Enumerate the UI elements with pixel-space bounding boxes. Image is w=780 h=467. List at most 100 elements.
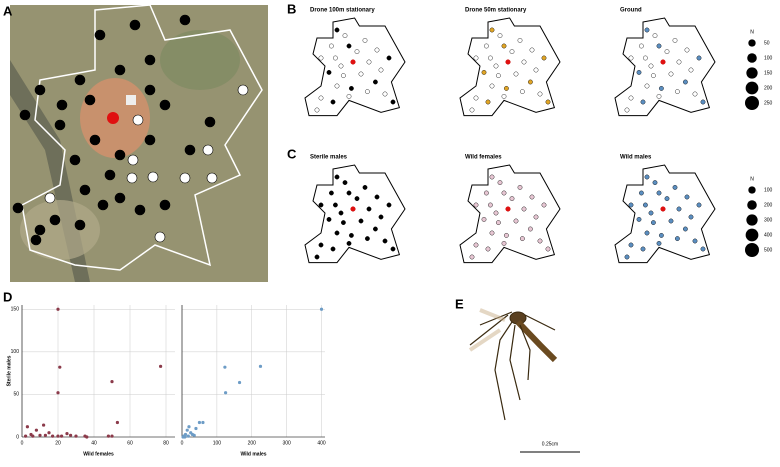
map-title: Sterile males bbox=[310, 155, 348, 161]
map-site bbox=[652, 33, 658, 38]
map-site bbox=[338, 63, 344, 69]
map-site bbox=[318, 95, 324, 101]
map-site bbox=[501, 190, 507, 196]
map-site bbox=[659, 232, 664, 238]
legend-size bbox=[746, 214, 758, 226]
x-tick-label: 60 bbox=[127, 440, 133, 446]
map-site bbox=[386, 55, 392, 61]
map-site bbox=[473, 202, 479, 208]
map-site bbox=[348, 232, 354, 238]
map-site bbox=[652, 180, 658, 186]
legend-value: 500 bbox=[764, 247, 773, 253]
trap-center bbox=[505, 59, 511, 65]
data-point bbox=[58, 365, 62, 369]
map-site bbox=[513, 218, 519, 224]
map-outline bbox=[614, 17, 716, 117]
site bbox=[49, 214, 61, 226]
data-point bbox=[56, 434, 60, 438]
site bbox=[159, 199, 171, 211]
map-site bbox=[497, 33, 503, 38]
data-point bbox=[25, 425, 29, 429]
legend-size bbox=[748, 39, 756, 47]
site bbox=[206, 172, 218, 184]
site bbox=[74, 74, 86, 86]
x-tick-label: 300 bbox=[282, 440, 291, 446]
x-axis-label: Wild females bbox=[83, 451, 114, 457]
site bbox=[237, 84, 249, 96]
legend-value: 200 bbox=[764, 202, 773, 208]
map-site bbox=[340, 220, 346, 226]
data-point bbox=[181, 435, 185, 439]
site bbox=[56, 99, 68, 111]
data-point bbox=[319, 307, 324, 311]
data-point bbox=[194, 426, 198, 431]
site bbox=[179, 172, 191, 184]
map-site bbox=[346, 43, 352, 49]
data-point bbox=[223, 365, 227, 369]
legend-value: 300 bbox=[764, 217, 773, 223]
map-site bbox=[326, 70, 332, 75]
map-site bbox=[346, 240, 352, 246]
map-site bbox=[659, 86, 664, 91]
trap-center bbox=[350, 59, 356, 65]
map-site bbox=[330, 99, 336, 105]
map-site bbox=[509, 196, 515, 202]
map-site bbox=[668, 71, 674, 77]
site bbox=[144, 134, 156, 146]
x-tick-label: 200 bbox=[248, 440, 257, 446]
map-title: Drone 100m stationary bbox=[310, 8, 375, 14]
map-site bbox=[318, 202, 324, 208]
map-site bbox=[656, 240, 662, 246]
panel-label: A bbox=[3, 3, 13, 18]
map-site bbox=[664, 49, 670, 54]
map-site bbox=[489, 230, 495, 236]
legend-title: N bbox=[750, 176, 754, 182]
map-site bbox=[628, 95, 634, 101]
map-outline bbox=[304, 164, 406, 264]
data-point bbox=[24, 434, 28, 438]
site bbox=[54, 119, 66, 131]
map-site bbox=[545, 246, 551, 252]
map-site bbox=[332, 202, 338, 208]
site bbox=[89, 134, 101, 146]
legend-size bbox=[745, 243, 759, 257]
map-site bbox=[529, 47, 535, 53]
map-site bbox=[517, 38, 523, 43]
map-site bbox=[684, 194, 690, 200]
map-site bbox=[503, 86, 509, 91]
map-site bbox=[328, 43, 334, 49]
site bbox=[34, 224, 46, 236]
site bbox=[30, 234, 42, 246]
site bbox=[44, 192, 56, 204]
site bbox=[144, 84, 156, 96]
site bbox=[34, 84, 46, 96]
x-tick-label: 20 bbox=[55, 440, 61, 446]
legend-size bbox=[745, 228, 759, 242]
data-point bbox=[187, 425, 191, 429]
map-site bbox=[640, 246, 646, 252]
y-axis-label: Sterile males bbox=[6, 355, 12, 386]
map-site bbox=[501, 43, 507, 49]
map-site bbox=[334, 27, 340, 33]
map-site bbox=[528, 79, 533, 85]
map-site bbox=[529, 194, 535, 200]
x-tick-label: 100 bbox=[213, 440, 222, 446]
legend-value: 200 bbox=[764, 85, 773, 91]
data-point bbox=[192, 433, 196, 437]
map-site bbox=[533, 67, 539, 73]
map-site bbox=[334, 83, 340, 89]
legend-value: 100 bbox=[764, 55, 773, 61]
site bbox=[184, 144, 196, 156]
site bbox=[19, 109, 31, 121]
map-site bbox=[541, 55, 547, 61]
data-point bbox=[74, 434, 78, 438]
site bbox=[114, 192, 126, 204]
data-point bbox=[31, 434, 35, 438]
map-site bbox=[664, 196, 670, 202]
map-site bbox=[528, 226, 533, 232]
x-tick-label: 40 bbox=[91, 440, 97, 446]
map-site bbox=[374, 194, 380, 200]
map-site bbox=[314, 107, 320, 113]
map-title: Ground bbox=[620, 8, 642, 14]
